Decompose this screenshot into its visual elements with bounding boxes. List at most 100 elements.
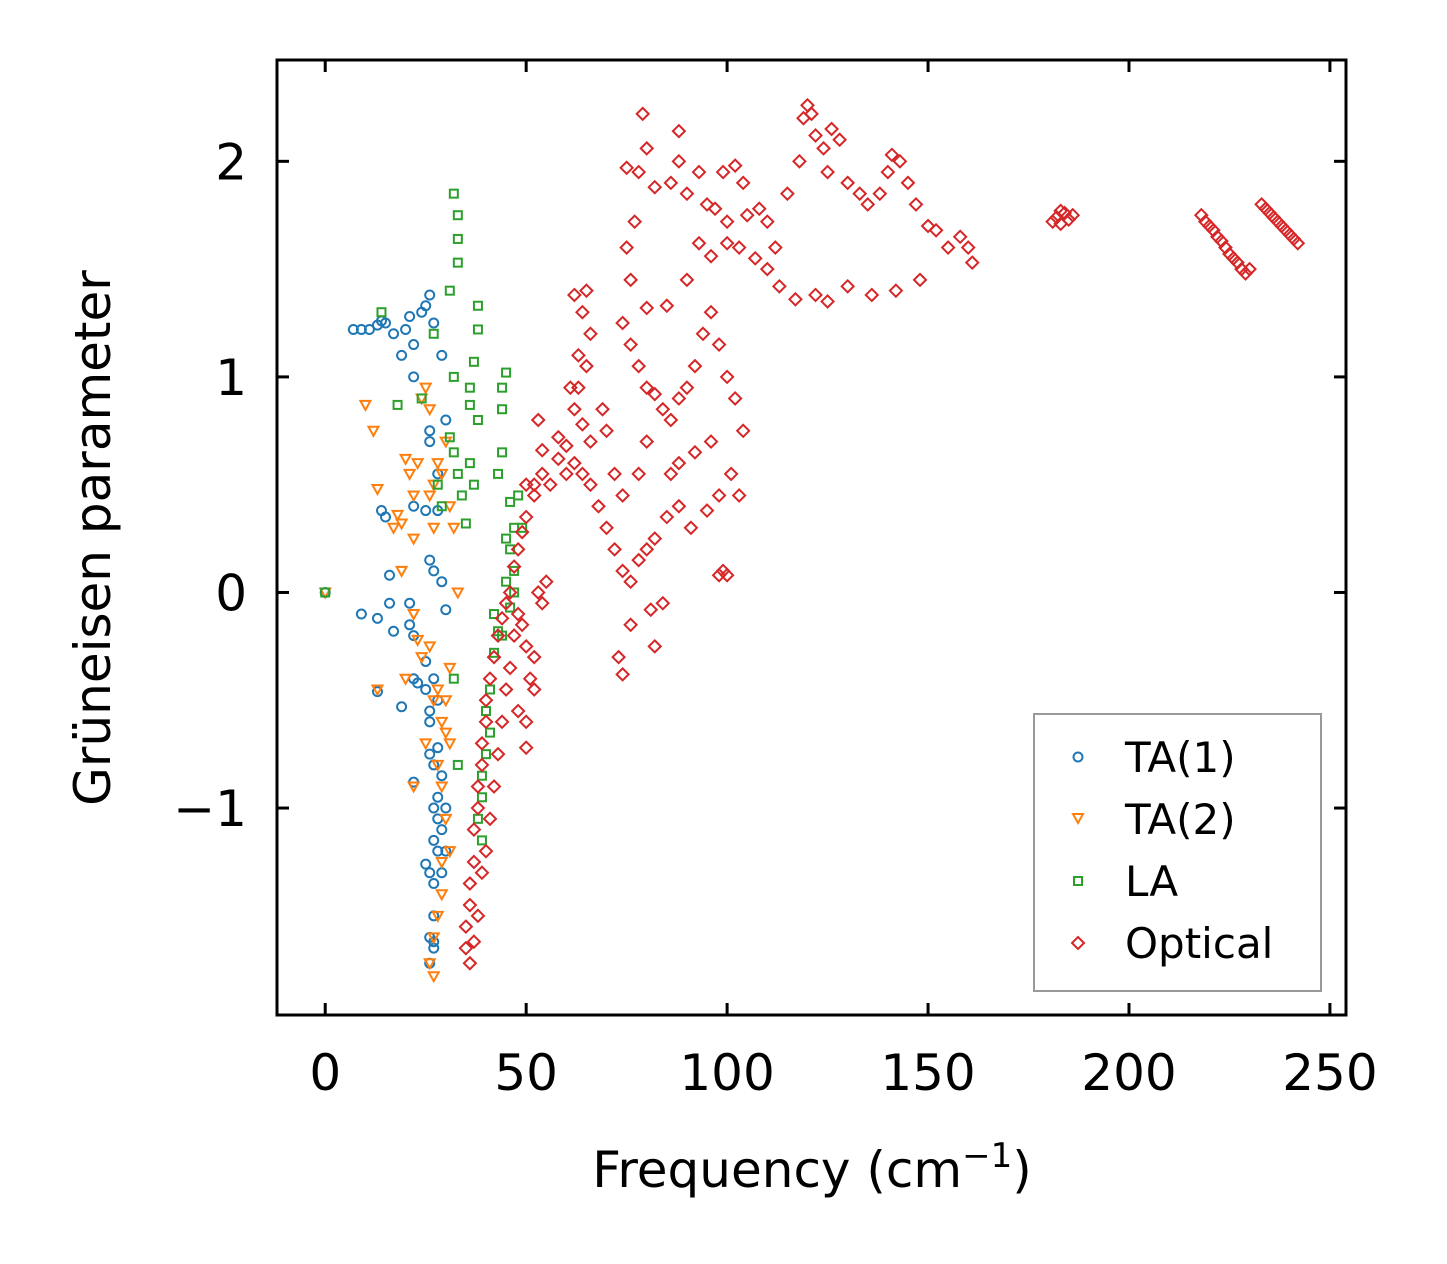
point-optical	[671, 498, 687, 514]
point-ta2	[451, 587, 465, 600]
point-optical	[534, 595, 550, 611]
y-axis-label: Grüneisen parameter	[64, 270, 122, 806]
point-optical	[663, 412, 679, 428]
point-la	[436, 501, 447, 512]
point-optical	[719, 235, 735, 251]
point-optical	[731, 240, 747, 255]
point-optical	[1282, 227, 1298, 243]
point-ta2	[439, 695, 453, 708]
point-optical	[691, 164, 707, 180]
point-optical	[474, 735, 490, 751]
x-tick-label: 0	[309, 1044, 341, 1102]
point-optical	[639, 140, 655, 156]
point-optical	[550, 451, 566, 467]
point-optical	[872, 186, 888, 202]
point-optical	[1218, 240, 1233, 255]
point-optical	[466, 854, 482, 870]
point-ta1	[424, 436, 436, 448]
point-ta1	[371, 612, 383, 624]
point-optical	[892, 153, 908, 169]
point-optical	[482, 671, 498, 687]
point-ta1	[420, 683, 432, 695]
y-tick-label: 0	[215, 564, 247, 622]
point-optical	[518, 638, 534, 654]
point-ta2	[431, 759, 445, 772]
point-optical	[470, 800, 486, 816]
point-ta1	[404, 311, 416, 323]
point-optical	[1201, 218, 1217, 234]
point-la	[489, 609, 500, 620]
point-optical	[663, 466, 679, 482]
point-optical	[647, 179, 663, 195]
point-optical	[631, 466, 647, 482]
point-optical	[687, 444, 703, 460]
point-optical	[1278, 222, 1294, 238]
point-optical	[1226, 250, 1241, 266]
point-optical	[699, 197, 715, 212]
point-la	[448, 188, 459, 199]
point-optical	[639, 434, 655, 449]
point-ta1	[408, 371, 420, 383]
point-optical	[820, 294, 835, 309]
point-optical	[562, 380, 578, 396]
point-ta1	[424, 716, 436, 728]
point-optical	[639, 300, 655, 316]
point-la	[476, 770, 487, 781]
point-la	[472, 324, 483, 335]
point-optical	[804, 106, 819, 122]
point-ta2	[435, 889, 449, 902]
point-optical	[779, 186, 795, 202]
point-optical	[510, 606, 526, 622]
point-ta2	[406, 609, 421, 622]
point-ta1	[408, 339, 420, 351]
point-ta1	[428, 317, 440, 329]
point-ta2	[390, 509, 405, 522]
point-optical	[888, 283, 904, 299]
point-optical	[659, 509, 675, 525]
point-optical	[635, 106, 651, 122]
point-optical	[715, 164, 731, 180]
point-optical	[852, 186, 868, 202]
point-optical	[607, 466, 622, 482]
point-optical	[864, 287, 880, 303]
point-ta1	[404, 597, 416, 609]
point-optical	[647, 386, 663, 402]
point-optical	[647, 638, 663, 654]
point-optical	[1193, 207, 1209, 223]
point-ta1	[428, 802, 440, 814]
point-optical	[631, 358, 647, 374]
point-optical	[687, 358, 703, 374]
point-optical	[619, 240, 635, 255]
point-optical	[631, 164, 647, 180]
point-optical	[767, 240, 783, 255]
point-optical	[759, 214, 775, 230]
point-ta1	[424, 289, 436, 301]
point-optical	[792, 153, 807, 169]
point-la	[464, 382, 475, 393]
point-la	[505, 544, 516, 555]
point-ta1	[424, 748, 436, 760]
point-optical	[719, 369, 735, 385]
point-ta1	[436, 576, 448, 588]
point-optical	[788, 291, 803, 307]
series-ta2	[318, 382, 465, 984]
point-optical	[1238, 266, 1253, 281]
point-optical	[679, 272, 695, 288]
point-la	[497, 404, 508, 415]
point-ta2	[418, 382, 433, 395]
x-axis-label-superscript: −1	[962, 1136, 1012, 1176]
point-optical	[478, 692, 494, 708]
point-optical	[502, 660, 518, 676]
point-optical	[808, 287, 823, 303]
point-optical	[727, 391, 743, 406]
point-optical	[1270, 214, 1286, 230]
series-la	[320, 188, 528, 846]
point-optical	[506, 628, 522, 644]
legend-marker-ta1	[1072, 751, 1084, 763]
point-la	[464, 458, 475, 469]
point-optical	[623, 337, 639, 352]
point-ta2	[435, 468, 449, 481]
point-la	[505, 602, 516, 613]
point-ta2	[410, 634, 425, 647]
legend-marker-ta2	[1071, 813, 1085, 826]
